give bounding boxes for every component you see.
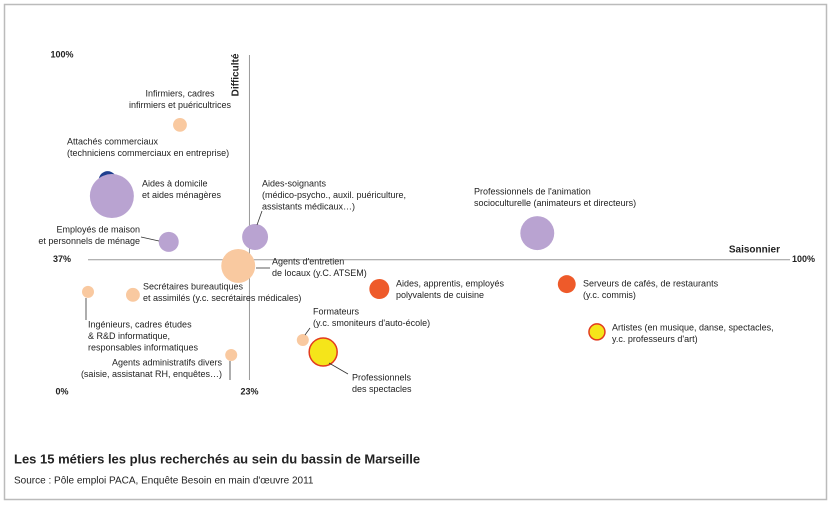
bubble-label: (saisie, assistanat RH, enquêtes…)	[81, 369, 222, 379]
bubble	[588, 323, 606, 341]
bubble-label: assistants médicaux…)	[262, 201, 355, 211]
source: Source : Pôle emploi PACA, Enquête Besoi…	[14, 476, 314, 487]
bubble-label: Infirmiers, cadres	[145, 88, 215, 98]
bubble	[173, 117, 187, 132]
bubble-label: Ingénieurs, cadres études	[88, 319, 192, 329]
bubble-label: de locaux (y.C. ATSEM)	[272, 268, 367, 278]
bubble	[557, 275, 576, 294]
bubble-label: Agents d'entretien	[272, 256, 344, 266]
bubble-label: (y.c. smoniteurs d'auto-école)	[313, 318, 430, 328]
bubble-label: Attachés commerciaux	[67, 136, 159, 146]
y-tick-label: 37%	[53, 254, 71, 264]
bubble-label: et personnels de ménage	[38, 236, 140, 246]
chart-title: Les 15 métiers les plus recherchés au se…	[14, 451, 420, 466]
bubble	[82, 285, 94, 298]
leader-line	[140, 236, 160, 242]
bubble-label: et aides ménagères	[142, 190, 222, 200]
bubble-label: polyvalents de cuisine	[396, 290, 484, 300]
leader-line	[304, 327, 311, 336]
bubble-label: (y.c. commis)	[583, 290, 636, 300]
y-tick-label: 0%	[55, 386, 68, 396]
bubble	[221, 248, 256, 283]
bubble-label: socioculturelle (animateurs et directeur…	[474, 198, 636, 208]
bubble-label: responsables informatiques	[88, 342, 199, 352]
x-axis-title: Saisonnier	[729, 245, 780, 256]
bubble-label: Aides, apprentis, employés	[396, 278, 505, 288]
bubble-label: Aides-soignants	[262, 178, 327, 188]
bubble-label: Secrétaires bureautiques	[143, 281, 244, 291]
bubble-label: Professionnels	[352, 372, 412, 382]
bubble-label: des spectacles	[352, 384, 412, 394]
bubble	[89, 174, 134, 219]
bubble-label: Artistes (en musique, danse, spectacles,	[612, 322, 774, 332]
bubble	[520, 216, 555, 251]
bubble-label: (techniciens commerciaux en entreprise)	[67, 148, 229, 158]
leader-line	[328, 362, 349, 375]
leader-line	[256, 210, 263, 226]
bubble	[125, 287, 140, 302]
bubble	[225, 348, 238, 361]
bubble	[158, 231, 179, 252]
bubble-label: Professionnels de l'animation	[474, 186, 591, 196]
bubble	[242, 224, 269, 250]
y-tick-label: 100%	[50, 49, 73, 59]
bubble	[308, 337, 338, 367]
x-tick-label: 23%	[240, 386, 258, 396]
x-tick-label: 100%	[792, 254, 815, 264]
bubble-label: Aides à domicile	[142, 178, 208, 188]
y-axis-title: Difficulté	[231, 53, 242, 96]
bubble-label: y.c. professeurs d'art)	[612, 334, 698, 344]
bubble-label: Employés de maison	[56, 224, 140, 234]
bubble-label: (médico-psycho., auxil. puériculture,	[262, 190, 406, 200]
frame	[3, 3, 828, 501]
bubble-label: et assimilés (y.c. secrétaires médicales…	[143, 293, 301, 303]
bubble-label: Formateurs	[313, 306, 360, 316]
bubble	[369, 279, 390, 299]
bubble-label: Agents administratifs divers	[112, 357, 223, 367]
bubble-label: Serveurs de cafés, de restaurants	[583, 278, 719, 288]
bubble-label: & R&D informatique,	[88, 331, 170, 341]
bubble-label: infirmiers et puéricultrices	[129, 100, 232, 110]
bubble	[296, 334, 309, 347]
